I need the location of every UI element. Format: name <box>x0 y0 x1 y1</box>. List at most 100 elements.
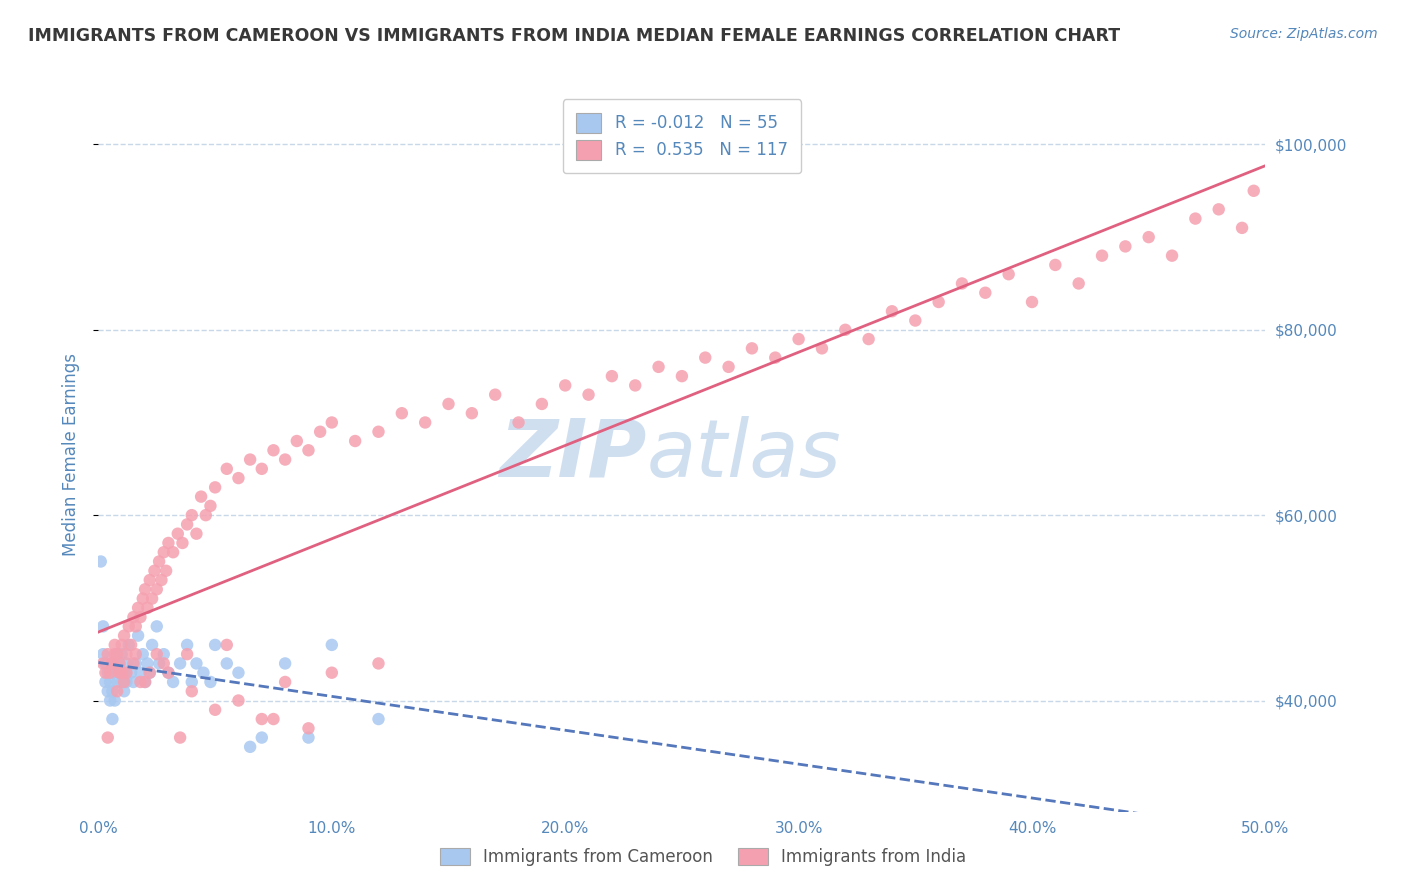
Point <box>125 647 148 661</box>
Point <box>228 471 250 485</box>
Point <box>97 647 120 661</box>
Point <box>530 397 553 411</box>
Point <box>129 665 152 680</box>
Point <box>112 684 135 698</box>
Point <box>193 665 215 680</box>
Point <box>120 665 142 680</box>
Point <box>152 647 174 661</box>
Point <box>578 387 600 401</box>
Point <box>111 675 134 690</box>
Point <box>186 526 208 541</box>
Point <box>129 675 152 690</box>
Point <box>136 600 159 615</box>
Point <box>91 657 114 671</box>
Point <box>297 721 319 735</box>
Point <box>1091 249 1114 263</box>
Point <box>928 295 950 310</box>
Point <box>104 647 127 661</box>
Point <box>143 564 166 578</box>
Point <box>1230 220 1253 235</box>
Point <box>250 731 273 745</box>
Point <box>1184 211 1206 226</box>
Point <box>437 397 460 411</box>
Point <box>215 657 238 671</box>
Point <box>367 657 389 671</box>
Y-axis label: Median Female Earnings: Median Female Earnings <box>62 353 80 557</box>
Point <box>1114 239 1136 253</box>
Point <box>108 665 131 680</box>
Point <box>624 378 647 392</box>
Point <box>321 416 343 430</box>
Point <box>176 647 198 661</box>
Point <box>880 304 903 318</box>
Point <box>90 554 112 568</box>
Point <box>157 536 180 550</box>
Point <box>146 647 169 661</box>
Point <box>118 638 141 652</box>
Point <box>112 629 135 643</box>
Point <box>150 573 173 587</box>
Point <box>169 731 191 745</box>
Point <box>132 591 155 606</box>
Point <box>129 610 152 624</box>
Point <box>763 351 786 365</box>
Point <box>162 545 184 559</box>
Point <box>176 638 198 652</box>
Point <box>111 638 134 652</box>
Point <box>125 619 148 633</box>
Point <box>112 665 135 680</box>
Point <box>834 323 856 337</box>
Text: IMMIGRANTS FROM CAMEROON VS IMMIGRANTS FROM INDIA MEDIAN FEMALE EARNINGS CORRELA: IMMIGRANTS FROM CAMEROON VS IMMIGRANTS F… <box>28 27 1121 45</box>
Point <box>169 657 191 671</box>
Point <box>262 712 284 726</box>
Point <box>215 638 238 652</box>
Point <box>155 564 177 578</box>
Point <box>297 731 319 745</box>
Point <box>122 675 145 690</box>
Point <box>115 675 138 690</box>
Point <box>97 731 120 745</box>
Point <box>297 443 319 458</box>
Point <box>274 675 297 690</box>
Point <box>391 406 413 420</box>
Point <box>105 684 128 698</box>
Text: Source: ZipAtlas.com: Source: ZipAtlas.com <box>1230 27 1378 41</box>
Point <box>1067 277 1090 291</box>
Point <box>101 657 124 671</box>
Point <box>274 452 297 467</box>
Point <box>148 657 170 671</box>
Point <box>94 675 117 690</box>
Point <box>108 665 131 680</box>
Point <box>97 684 120 698</box>
Point <box>180 684 202 698</box>
Point <box>98 665 121 680</box>
Point <box>139 573 162 587</box>
Point <box>367 425 389 439</box>
Point <box>125 657 148 671</box>
Point <box>98 693 121 707</box>
Point <box>101 657 124 671</box>
Point <box>1045 258 1067 272</box>
Point <box>1208 202 1230 217</box>
Point <box>152 545 174 559</box>
Point <box>1243 184 1265 198</box>
Point <box>344 434 367 448</box>
Point <box>228 693 250 707</box>
Point <box>134 675 156 690</box>
Point <box>228 665 250 680</box>
Point <box>741 342 763 356</box>
Point <box>141 591 163 606</box>
Point <box>600 369 623 384</box>
Point <box>98 675 121 690</box>
Point <box>115 665 138 680</box>
Point <box>157 665 180 680</box>
Point <box>127 600 149 615</box>
Point <box>112 675 135 690</box>
Point <box>105 647 128 661</box>
Point <box>105 675 128 690</box>
Point <box>172 536 194 550</box>
Point <box>136 657 159 671</box>
Point <box>108 657 131 671</box>
Point <box>134 675 156 690</box>
Point <box>1161 249 1184 263</box>
